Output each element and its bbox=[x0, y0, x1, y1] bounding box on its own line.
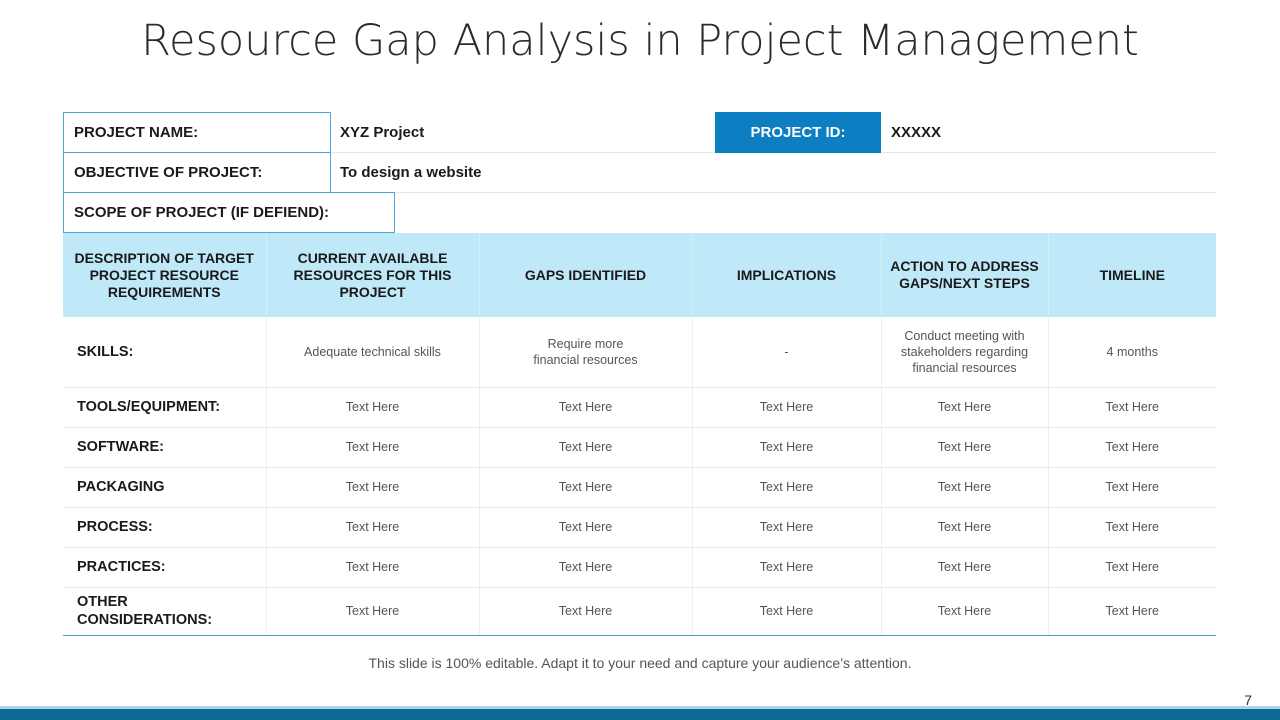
table-row: PRACTICES: Text Here Text Here Text Here… bbox=[63, 547, 1216, 588]
column-header: ACTION TO ADDRESS GAPS/NEXT STEPS bbox=[880, 233, 1048, 317]
project-id-value: XXXXX bbox=[891, 123, 942, 141]
table-cell: Text Here bbox=[265, 427, 479, 468]
table-cell: Text Here bbox=[1047, 547, 1216, 588]
row-label: SKILLS: bbox=[63, 317, 266, 388]
project-name-value: XYZ Project bbox=[340, 123, 425, 141]
table-row: PROCESS: Text Here Text Here Text Here T… bbox=[63, 507, 1216, 548]
table-cell: Text Here bbox=[880, 387, 1048, 428]
table-cell: Text Here bbox=[265, 547, 479, 588]
table-cell: Text Here bbox=[265, 387, 479, 428]
divider bbox=[63, 192, 1216, 193]
row-label: TOOLS/EQUIPMENT: bbox=[63, 387, 266, 428]
table-cell: Text Here bbox=[691, 507, 881, 548]
table-cell: Text Here bbox=[880, 427, 1048, 468]
table-cell: Text Here bbox=[1047, 507, 1216, 548]
table-cell: Text Here bbox=[1047, 427, 1216, 468]
row-label: SOFTWARE: bbox=[63, 427, 266, 468]
row-label: PACKAGING bbox=[63, 467, 266, 508]
table-cell: Conduct meeting with stakeholders regard… bbox=[880, 317, 1048, 388]
table-cell: Text Here bbox=[1047, 587, 1216, 636]
page-number: 7 bbox=[1244, 692, 1252, 708]
table-row: OTHER CONSIDERATIONS: Text Here Text Her… bbox=[63, 587, 1216, 636]
objective-label: OBJECTIVE OF PROJECT: bbox=[63, 152, 331, 193]
scope-label: SCOPE OF PROJECT (IF DEFIEND): bbox=[63, 192, 395, 233]
table-cell: Text Here bbox=[691, 547, 881, 588]
table-cell: Require more financial resources bbox=[478, 317, 692, 388]
table-cell: - bbox=[691, 317, 881, 388]
project-id-label: PROJECT ID: bbox=[715, 112, 881, 153]
column-header: IMPLICATIONS bbox=[691, 233, 881, 317]
divider bbox=[63, 152, 1216, 153]
table-cell: Text Here bbox=[478, 587, 692, 636]
table-row: PACKAGING Text Here Text Here Text Here … bbox=[63, 467, 1216, 508]
row-label: OTHER CONSIDERATIONS: bbox=[63, 587, 266, 636]
table-cell: Text Here bbox=[478, 387, 692, 428]
gap-analysis-table: DESCRIPTION OF TARGET PROJECT RESOURCE R… bbox=[63, 233, 1216, 636]
table-cell: Text Here bbox=[478, 507, 692, 548]
objective-value: To design a website bbox=[340, 163, 482, 181]
column-header: TIMELINE bbox=[1047, 233, 1216, 317]
column-header: GAPS IDENTIFIED bbox=[478, 233, 692, 317]
slide-title: Resource Gap Analysis in Project Managem… bbox=[141, 16, 1139, 66]
project-info-section: PROJECT NAME: XYZ Project PROJECT ID: XX… bbox=[63, 112, 1216, 234]
footnote: This slide is 100% editable. Adapt it to… bbox=[368, 655, 912, 671]
column-header: CURRENT AVAILABLE RESOURCES FOR THIS PRO… bbox=[265, 233, 479, 317]
table-cell: Text Here bbox=[1047, 467, 1216, 508]
table-cell: Text Here bbox=[265, 587, 479, 636]
table-cell: Text Here bbox=[880, 467, 1048, 508]
table-row: SOFTWARE: Text Here Text Here Text Here … bbox=[63, 427, 1216, 468]
table-cell: Text Here bbox=[478, 547, 692, 588]
cell-text: Conduct meeting with stakeholders regard… bbox=[900, 328, 1029, 375]
table-cell: Text Here bbox=[880, 507, 1048, 548]
project-name-label: PROJECT NAME: bbox=[63, 112, 331, 153]
column-header: DESCRIPTION OF TARGET PROJECT RESOURCE R… bbox=[63, 233, 266, 317]
table-cell: Text Here bbox=[880, 587, 1048, 636]
table-cell: Text Here bbox=[691, 427, 881, 468]
table-row: SKILLS: Adequate technical skills Requir… bbox=[63, 317, 1216, 388]
table-cell: Text Here bbox=[265, 507, 479, 548]
table-cell: Text Here bbox=[1047, 387, 1216, 428]
table-cell: Text Here bbox=[691, 587, 881, 636]
footer-bar bbox=[0, 709, 1280, 720]
row-label-text: OTHER CONSIDERATIONS: bbox=[77, 594, 213, 628]
footer-accent-bar bbox=[0, 706, 1280, 709]
row-label: PRACTICES: bbox=[63, 547, 266, 588]
table-header-row: DESCRIPTION OF TARGET PROJECT RESOURCE R… bbox=[63, 233, 1216, 317]
table-cell: Text Here bbox=[691, 467, 881, 508]
cell-text: Require more financial resources bbox=[533, 336, 638, 367]
table-cell: Text Here bbox=[880, 547, 1048, 588]
table-cell: Text Here bbox=[265, 467, 479, 508]
table-cell: Text Here bbox=[478, 427, 692, 468]
table-row: TOOLS/EQUIPMENT: Text Here Text Here Tex… bbox=[63, 387, 1216, 428]
row-label: PROCESS: bbox=[63, 507, 266, 548]
table-cell: 4 months bbox=[1047, 317, 1216, 388]
table-cell: Text Here bbox=[691, 387, 881, 428]
table-cell: Adequate technical skills bbox=[265, 317, 479, 388]
table-cell: Text Here bbox=[478, 467, 692, 508]
